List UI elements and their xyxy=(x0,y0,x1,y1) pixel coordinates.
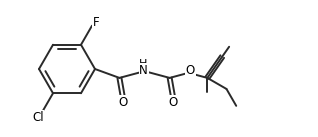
Text: O: O xyxy=(118,96,128,109)
Text: H: H xyxy=(139,59,148,69)
Text: O: O xyxy=(169,96,178,109)
Text: F: F xyxy=(93,16,99,29)
Text: Cl: Cl xyxy=(32,111,44,124)
Text: O: O xyxy=(186,64,195,77)
Text: N: N xyxy=(139,64,148,77)
